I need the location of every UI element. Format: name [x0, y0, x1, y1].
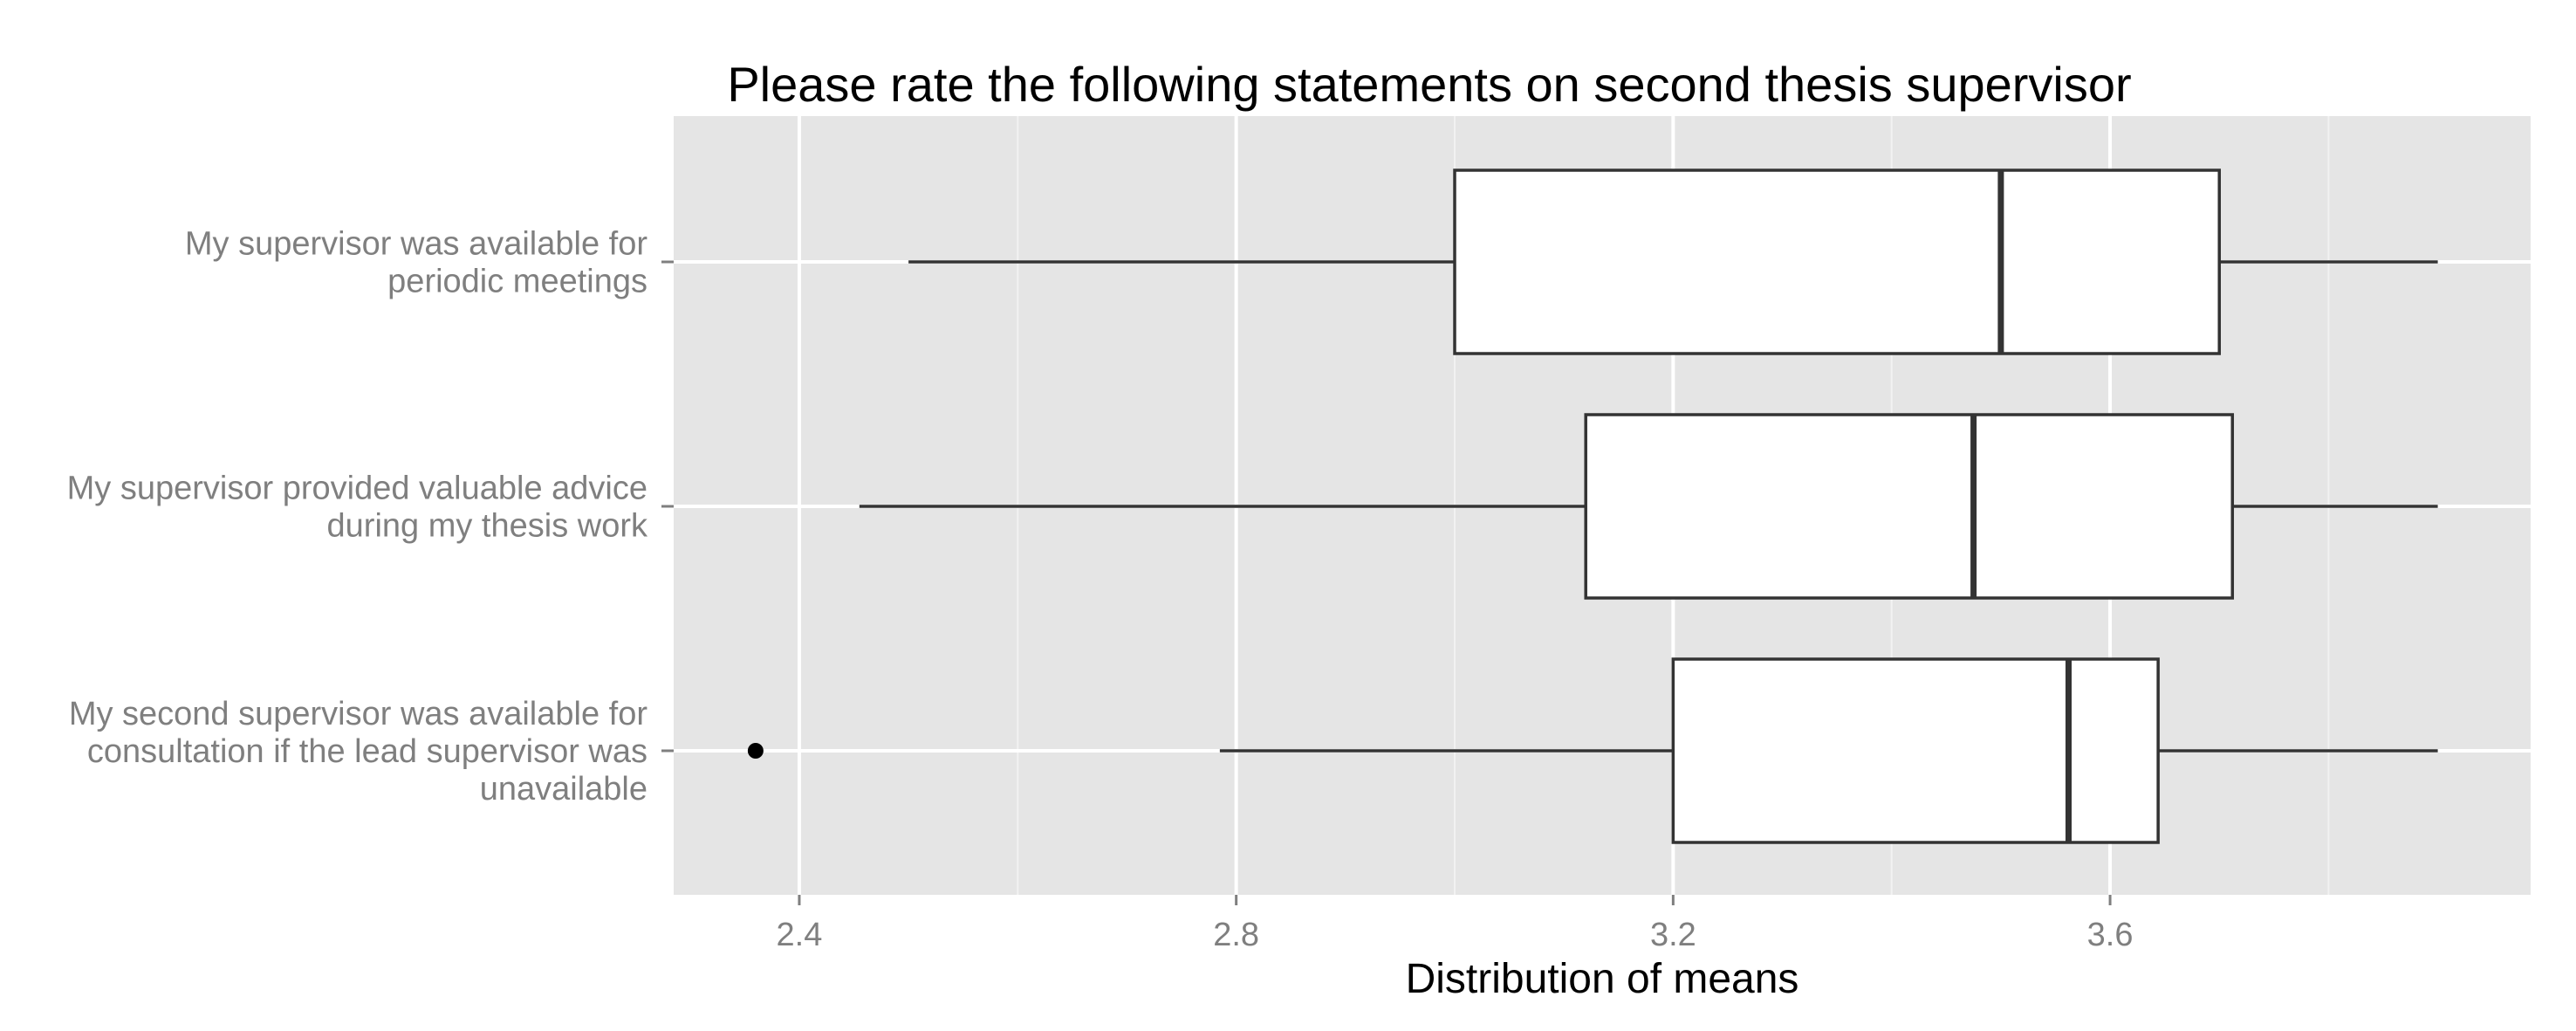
box-iqr — [1453, 168, 2221, 355]
y-tick-label: My supervisor provided valuable advice du… — [67, 471, 648, 545]
y-tick-label-line: unavailable — [480, 771, 647, 808]
y-axis: My supervisor was available for periodic … — [67, 226, 674, 808]
x-axis: 2.4 2.8 3.2 3.6 — [777, 895, 2134, 953]
box-iqr — [1671, 657, 2160, 844]
y-tick-label-line: consultation if the lead supervisor was — [87, 733, 647, 770]
boxplot-item — [908, 168, 2438, 355]
boxplot-item — [859, 413, 2438, 600]
chart-title: Please rate the following statements on … — [727, 57, 2131, 112]
x-tick-label: 3.2 — [1650, 917, 1696, 953]
boxplot-item — [747, 657, 2438, 844]
x-tick-label: 3.6 — [2087, 917, 2134, 953]
outlier-point — [747, 743, 764, 759]
y-tick-label: My supervisor was available for periodic … — [185, 226, 647, 300]
y-tick-label-line: periodic meetings — [387, 264, 647, 300]
box-iqr — [1584, 413, 2235, 600]
y-tick-label-line: My second supervisor was available for — [69, 696, 648, 732]
y-tick-label-line: My supervisor was available for — [185, 226, 647, 263]
x-axis-label: Distribution of means — [1406, 956, 1799, 1002]
x-tick-label: 2.8 — [1213, 917, 1259, 953]
boxplot-series — [747, 168, 2438, 844]
y-tick-label-line: My supervisor provided valuable advice — [67, 471, 647, 507]
y-tick-label-line: during my thesis work — [327, 508, 648, 545]
x-tick-label: 2.4 — [777, 917, 823, 953]
y-tick-label: My second supervisor was available for co… — [69, 696, 648, 808]
